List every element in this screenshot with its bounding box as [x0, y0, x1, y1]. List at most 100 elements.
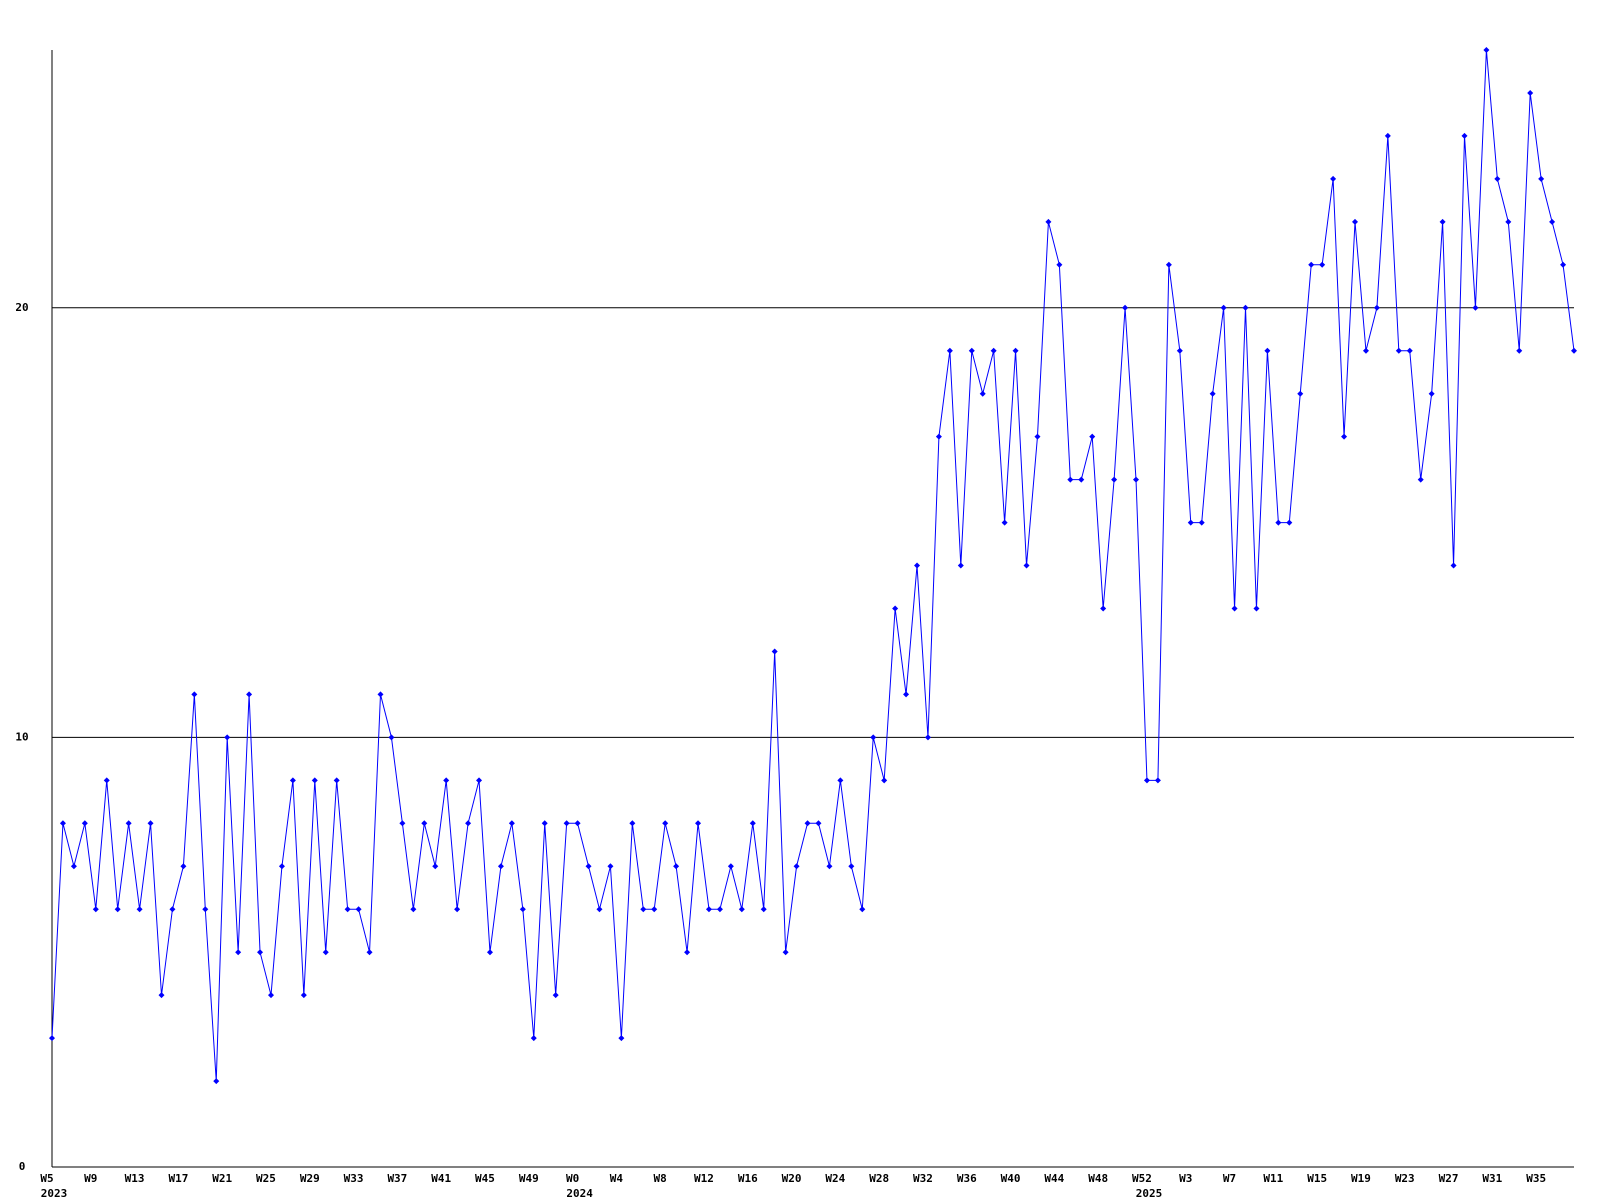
data-point: [1001, 519, 1008, 526]
x-tick-label: W11: [1263, 1172, 1283, 1185]
x-tick-label: W5: [40, 1172, 53, 1185]
data-point: [1067, 476, 1074, 483]
x-tick-label: W9: [84, 1172, 97, 1185]
data-point: [1176, 347, 1183, 354]
data-point: [848, 863, 855, 870]
data-point: [1242, 304, 1249, 311]
x-tick-label: W7: [1223, 1172, 1236, 1185]
data-point: [968, 347, 975, 354]
x-tick-label: W49: [519, 1172, 539, 1185]
data-point: [1045, 218, 1052, 225]
data-point: [1275, 519, 1282, 526]
data-point: [914, 562, 921, 569]
data-point: [486, 949, 493, 956]
data-point: [1122, 304, 1129, 311]
data-point: [1165, 261, 1172, 268]
data-point: [1352, 218, 1359, 225]
data-point: [344, 906, 351, 913]
data-point: [541, 820, 548, 827]
x-tick-label: W4: [610, 1172, 624, 1185]
x-tick-label: W0: [566, 1172, 579, 1185]
data-point: [421, 820, 428, 827]
x-tick-label: W15: [1307, 1172, 1327, 1185]
data-point: [782, 949, 789, 956]
data-point: [1384, 132, 1391, 139]
data-point: [903, 691, 910, 698]
data-point: [81, 820, 88, 827]
data-point: [574, 820, 581, 827]
x-tick-label: W21: [212, 1172, 232, 1185]
data-point: [213, 1078, 220, 1085]
data-point: [1297, 390, 1304, 397]
data-point: [815, 820, 822, 827]
data-point: [1100, 605, 1107, 612]
data-point: [147, 820, 154, 827]
data-point: [465, 820, 472, 827]
data-point: [607, 863, 614, 870]
data-point: [1483, 47, 1490, 53]
data-point: [224, 734, 231, 741]
x-tick-label: W29: [300, 1172, 320, 1185]
x-tick-label: W16: [738, 1172, 758, 1185]
data-point: [771, 648, 778, 655]
data-point: [377, 691, 384, 698]
data-point: [300, 992, 307, 999]
data-point: [432, 863, 439, 870]
data-point: [1406, 347, 1413, 354]
data-point: [1417, 476, 1424, 483]
data-point: [125, 820, 132, 827]
data-point: [1516, 347, 1523, 354]
data-point: [114, 906, 121, 913]
x-tick-label: W12: [694, 1172, 714, 1185]
data-point: [979, 390, 986, 397]
data-point: [629, 820, 636, 827]
x-tick-label: W3: [1179, 1172, 1192, 1185]
data-point: [1505, 218, 1512, 225]
data-point: [278, 863, 285, 870]
data-point: [191, 691, 198, 698]
data-point: [1056, 261, 1063, 268]
data-point: [804, 820, 811, 827]
data-point: [399, 820, 406, 827]
y-tick-label: 10: [15, 730, 28, 743]
data-point: [70, 863, 77, 870]
x-tick-label: W23: [1395, 1172, 1415, 1185]
data-line: [51, 49, 1575, 1082]
data-point: [1461, 132, 1468, 139]
x-tick-label: W37: [387, 1172, 407, 1185]
data-point: [859, 906, 866, 913]
x-tick-label: W19: [1351, 1172, 1371, 1185]
data-point: [695, 820, 702, 827]
data-point: [1264, 347, 1271, 354]
x-tick-label: W35: [1526, 1172, 1546, 1185]
x-tick-label: W20: [782, 1172, 802, 1185]
data-point: [1494, 175, 1501, 182]
x-tick-label: W31: [1482, 1172, 1502, 1185]
y-tick-label: 20: [15, 301, 28, 314]
x-tick-label: W25: [256, 1172, 276, 1185]
data-point: [1023, 562, 1030, 569]
y-tick-label: 0: [19, 1160, 26, 1173]
data-point: [1571, 347, 1577, 354]
data-point: [235, 949, 242, 956]
data-point: [618, 1035, 625, 1042]
x-tick-label: W44: [1044, 1172, 1064, 1185]
data-point: [1549, 218, 1556, 225]
data-point: [92, 906, 99, 913]
data-point: [1154, 777, 1161, 784]
data-point: [388, 734, 395, 741]
data-point: [935, 433, 942, 440]
data-point: [662, 820, 669, 827]
data-point: [760, 906, 767, 913]
data-point: [924, 734, 931, 741]
data-point: [1187, 519, 1194, 526]
data-point: [1472, 304, 1479, 311]
data-point: [640, 906, 647, 913]
data-point: [1198, 519, 1205, 526]
data-point: [585, 863, 592, 870]
data-point: [136, 906, 143, 913]
data-point: [1231, 605, 1238, 612]
data-point: [454, 906, 461, 913]
data-point: [322, 949, 329, 956]
